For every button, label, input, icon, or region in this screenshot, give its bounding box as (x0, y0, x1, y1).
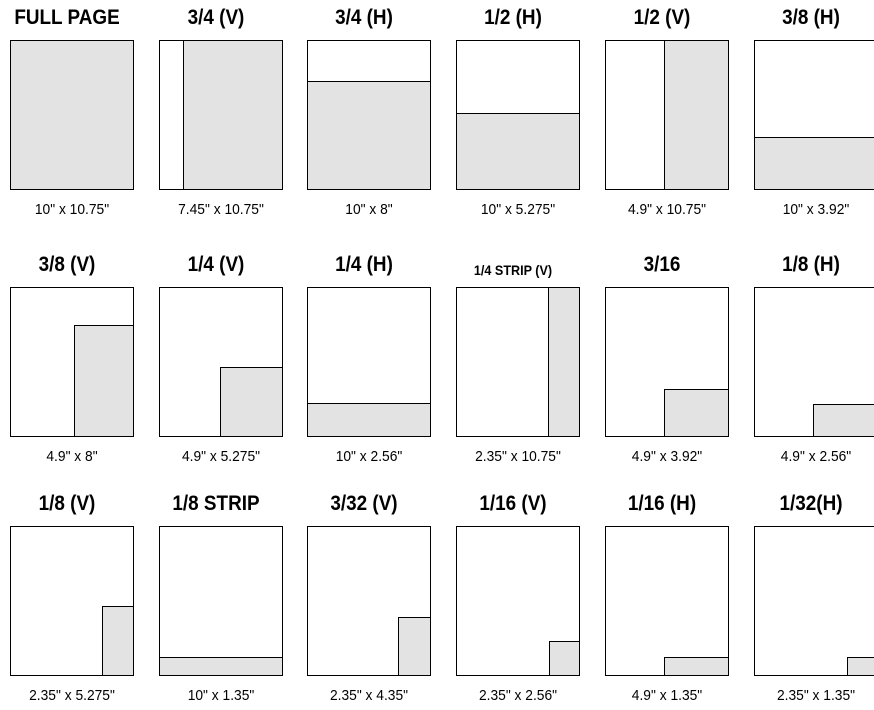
page-outline (10, 40, 134, 190)
ad-size-title: 3/4 (H) (335, 6, 393, 29)
ad-dimensions: 10" x 5.275" (480, 201, 556, 218)
ad-dimensions: 4.9" x 1.35" (631, 687, 703, 704)
ad-size-title: 1/8 (V) (38, 492, 96, 515)
ad-dimensions: 10" x 1.35" (187, 687, 255, 704)
page-outline (456, 40, 580, 190)
page-outline (10, 526, 134, 676)
ad-size-title: 3/8 (H) (782, 6, 840, 29)
ad-area-fill (847, 657, 874, 675)
ad-size-title: 3/4 (V) (187, 6, 245, 29)
ad-area-fill (160, 657, 282, 675)
ad-dimensions: 4.9" x 5.275" (181, 448, 261, 465)
ad-dimensions: 2.35" x 4.35" (329, 687, 409, 704)
ad-area-fill (548, 288, 579, 436)
page-outline (159, 287, 283, 437)
ad-dimensions: 2.35" x 2.56" (478, 687, 558, 704)
ad-dimensions: 10" x 8" (345, 201, 393, 218)
page-outline (307, 40, 431, 190)
ad-size-title: 1/16 (H) (627, 492, 697, 515)
ad-size-title: 1/8 STRIP (172, 492, 260, 515)
ad-area-fill (813, 404, 874, 436)
ad-size-title: 3/8 (V) (38, 253, 96, 276)
ad-area-fill (220, 367, 282, 436)
ad-size-title: 1/32(H) (779, 492, 843, 515)
ad-area-fill (74, 325, 133, 436)
page-outline (754, 287, 874, 437)
page-outline (159, 526, 283, 676)
ad-dimensions: 2.35" x 1.35" (776, 687, 856, 704)
ad-dimensions: 4.9" x 8" (46, 448, 98, 465)
ad-area-fill (457, 113, 579, 189)
ad-size-title: 1/4 (H) (335, 253, 393, 276)
ad-dimensions: 2.35" x 10.75" (475, 448, 561, 465)
page-outline (307, 526, 431, 676)
ad-dimensions: 2.35" x 5.275" (29, 687, 115, 704)
ad-size-title: 1/4 STRIP (V) (473, 262, 553, 278)
ad-size-title: 3/32 (V) (330, 492, 398, 515)
ad-area-fill (664, 657, 728, 675)
page-outline (754, 526, 874, 676)
ad-dimensions: 7.45" x 10.75" (178, 201, 264, 218)
ad-dimensions: 4.9" x 2.56" (780, 448, 852, 465)
ad-dimensions: 4.9" x 3.92" (631, 448, 703, 465)
ad-dimensions: 4.9" x 10.75" (627, 201, 707, 218)
page-outline (456, 526, 580, 676)
ad-size-title: FULL PAGE (14, 6, 120, 29)
ad-size-title: 3/16 (643, 253, 681, 276)
ad-size-title: 1/2 (H) (484, 6, 542, 29)
ad-area-fill (755, 137, 874, 189)
ad-size-title: 1/2 (V) (633, 6, 691, 29)
ad-dimensions: 10" x 2.56" (335, 448, 403, 465)
page-outline (605, 287, 729, 437)
page-outline (307, 287, 431, 437)
page-outline (754, 40, 874, 190)
ad-size-title: 1/8 (H) (782, 253, 840, 276)
ad-area-fill (102, 606, 133, 675)
ad-size-title: 1/16 (V) (479, 492, 547, 515)
ad-area-fill (664, 389, 728, 436)
ad-dimensions: 10" x 3.92" (782, 201, 850, 218)
ad-area-fill (183, 41, 282, 189)
page-outline (605, 40, 729, 190)
ad-area-fill (11, 41, 133, 189)
ad-area-fill (664, 41, 728, 189)
ad-area-fill (398, 617, 430, 675)
ad-area-fill (308, 403, 430, 436)
ad-size-title: 1/4 (V) (187, 253, 245, 276)
page-outline (10, 287, 134, 437)
ad-area-fill (308, 81, 430, 189)
page-outline (456, 287, 580, 437)
page-outline (159, 40, 283, 190)
page-outline (605, 526, 729, 676)
ad-area-fill (549, 641, 579, 675)
ad-dimensions: 10" x 10.75" (34, 201, 110, 218)
